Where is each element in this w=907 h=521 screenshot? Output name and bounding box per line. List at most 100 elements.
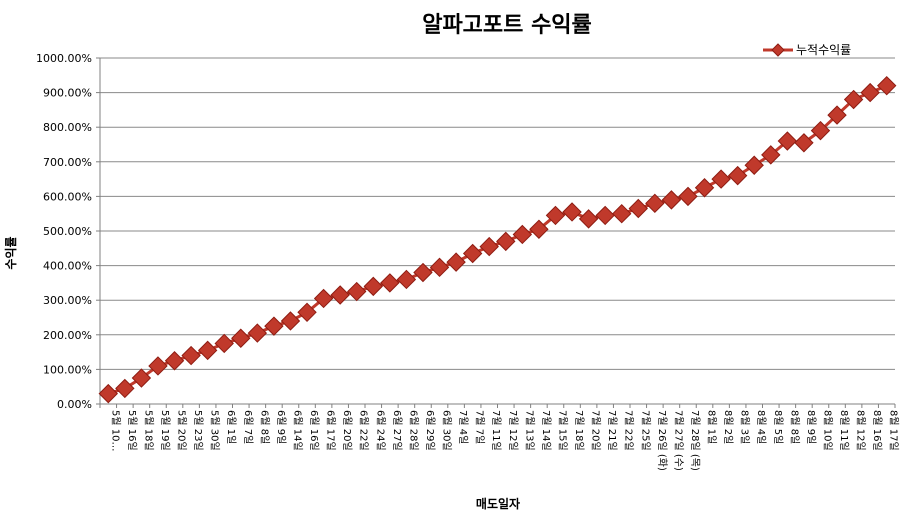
x-tick-label: 7월 4일 (457, 410, 469, 444)
x-tick-label: 7월 18일 (573, 410, 585, 451)
data-point (810, 120, 831, 141)
x-tick-label: 6월 28일 (407, 410, 419, 451)
data-point (347, 281, 367, 302)
data-point (512, 224, 533, 245)
x-tick-label: 7월 11일 (490, 410, 502, 451)
axes (99, 58, 895, 405)
x-tick-label: 8월 17일 (888, 410, 900, 451)
x-tick-label: 7월 26일 (화) (656, 410, 668, 471)
x-tick-label: 6월 7일 (242, 410, 254, 444)
y-tick-label: 0.00% (57, 398, 92, 411)
x-tick-label: 8월 4일 (755, 410, 767, 444)
data-point (694, 178, 715, 198)
data-point (231, 328, 251, 348)
data-point (877, 75, 897, 96)
x-tick-label: 6월 22일 (358, 410, 370, 451)
y-axis-ticks: 0.00% 100.00% 200.00% 300.00% 400.00% 500.00%… (36, 52, 100, 411)
x-tick-label: 5월 18일 (142, 410, 154, 451)
data-point (429, 257, 450, 278)
y-tick-label: 700.00% (43, 156, 92, 169)
data-point (363, 276, 383, 297)
x-tick-label: 6월 27일 (391, 410, 403, 451)
data-point (628, 198, 648, 219)
x-tick-label: 7월 21일 (606, 410, 618, 451)
x-tick-label: 8월 8일 (788, 410, 800, 444)
data-point (843, 89, 864, 110)
legend-marker (771, 43, 785, 57)
x-tick-label: 5월 10… (109, 410, 121, 451)
gridlines (100, 57, 895, 370)
data-point (330, 285, 350, 305)
data-point (280, 311, 301, 331)
data-point (164, 351, 185, 371)
x-axis-ticks: 5월 10… 5월 16일 5월 18일 5월 19일 5월 20일 5월 23일 5월 3… (99, 404, 900, 471)
x-tick-label: 7월 15일 (556, 410, 568, 451)
data-point (761, 145, 781, 165)
data-point (744, 155, 764, 175)
x-tick-label: 8월 11일 (838, 410, 850, 451)
y-tick-label: 400.00% (43, 260, 92, 273)
legend-label: 누적수익률 (796, 43, 851, 57)
data-point (247, 323, 268, 343)
x-tick-label: 5월 30일 (209, 410, 221, 451)
data-point (380, 273, 400, 293)
data-point (297, 302, 317, 323)
data-point (496, 231, 516, 252)
y-tick-label: 800.00% (43, 121, 92, 134)
data-point (678, 186, 698, 207)
x-tick-label: 7월 25일 (639, 410, 651, 451)
y-tick-label: 900.00% (43, 87, 92, 100)
x-tick-label: 6월 24일 (374, 410, 386, 451)
x-tick-label: 6월 9일 (275, 410, 287, 444)
y-tick-label: 100.00% (43, 363, 92, 376)
x-axis-title: 매도일자 (476, 496, 520, 511)
data-point (711, 169, 731, 189)
data-point (181, 345, 201, 366)
data-point (562, 202, 582, 222)
x-tick-label: 7월 14일 (540, 410, 552, 451)
x-tick-label: 5월 20일 (176, 410, 188, 451)
data-point (413, 262, 433, 283)
legend: 누적수익률 (763, 43, 851, 57)
y-tick-label: 300.00% (43, 294, 92, 307)
data-point (98, 383, 118, 404)
x-tick-label: 6월 29일 (424, 410, 436, 451)
data-point (545, 205, 566, 226)
data-point (578, 209, 599, 229)
x-tick-label: 5월 16일 (126, 410, 138, 451)
y-tick-label: 200.00% (43, 329, 92, 342)
y-axis-title: 수익률 (4, 236, 18, 269)
data-point (794, 133, 814, 153)
y-tick-label: 500.00% (43, 225, 92, 238)
x-tick-label: 8월 5일 (772, 410, 784, 444)
data-point (645, 193, 665, 214)
data-point (197, 340, 218, 361)
data-point (479, 236, 499, 257)
x-tick-label: 6월 30일 (441, 410, 453, 451)
x-tick-label: 8월 3일 (739, 410, 751, 444)
data-point (264, 316, 284, 336)
x-tick-label: 8월 12일 (855, 410, 867, 451)
data-point (462, 243, 483, 264)
x-tick-label: 7월 13일 (523, 410, 535, 451)
x-tick-label: 6월 1일 (225, 410, 237, 444)
y-tick-label: 600.00% (43, 190, 92, 203)
data-point (115, 378, 135, 399)
x-tick-label: 5월 23일 (192, 410, 204, 451)
x-tick-label: 8월 16일 (871, 410, 883, 451)
x-tick-label: 8월 10일 (821, 410, 833, 451)
x-tick-label: 7월 20일 (590, 410, 602, 451)
x-tick-label: 6월 20일 (341, 410, 353, 451)
series-layer (98, 75, 897, 404)
data-point (727, 165, 748, 186)
data-point (777, 131, 798, 151)
x-tick-label: 7월 27일 (수) (672, 410, 684, 471)
data-point (396, 269, 417, 290)
x-tick-label: 6월 14일 (291, 410, 303, 451)
data-point (661, 190, 682, 210)
x-tick-label: 8월 1일 (706, 410, 718, 444)
data-point (148, 356, 168, 376)
x-tick-label: 6월 8일 (258, 410, 270, 444)
data-point (827, 105, 847, 125)
